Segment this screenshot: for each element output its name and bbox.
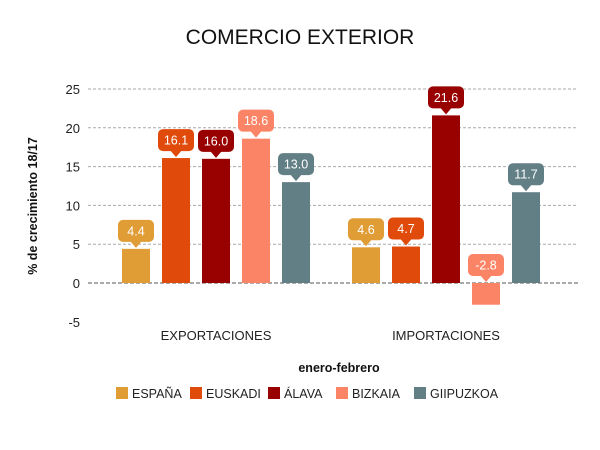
bar bbox=[162, 158, 190, 283]
data-label-pointer bbox=[170, 150, 182, 158]
data-label-bubble bbox=[278, 153, 314, 176]
data-label-text: 18.6 bbox=[244, 114, 268, 128]
data-label-pointer bbox=[290, 174, 302, 182]
legend-swatch bbox=[116, 387, 128, 399]
legend-item: BIZKAIA bbox=[336, 387, 401, 401]
data-label-bubble bbox=[118, 219, 154, 242]
x-category-label: EXPORTACIONES bbox=[161, 328, 272, 343]
y-tick-label: 5 bbox=[73, 237, 80, 252]
legend-swatch bbox=[268, 387, 280, 399]
data-label-bubble bbox=[238, 109, 274, 132]
data-label-text: 4.6 bbox=[357, 223, 374, 237]
legend-item: ESPAÑA bbox=[116, 387, 182, 401]
data-label-text: 11.7 bbox=[514, 168, 537, 182]
bar bbox=[352, 247, 380, 283]
data-label-text: 4.7 bbox=[397, 222, 414, 236]
x-axis-categories: EXPORTACIONES IMPORTACIONES bbox=[161, 328, 501, 343]
data-label-text: 21.6 bbox=[434, 91, 458, 105]
data-label-bubble bbox=[158, 129, 194, 152]
y-axis-label: % de crecimiento 18/17 bbox=[26, 137, 40, 275]
legend-label: ÁLAVA bbox=[284, 386, 323, 401]
data-label: -2.8 bbox=[468, 254, 504, 282]
data-label-pointer bbox=[520, 184, 532, 192]
legend-item: GIIPUZKOA bbox=[414, 387, 499, 401]
bar bbox=[432, 115, 460, 283]
data-label-bubble bbox=[468, 254, 504, 276]
bars bbox=[122, 115, 540, 305]
bar bbox=[282, 182, 310, 283]
data-label: 4.7 bbox=[388, 217, 424, 246]
y-tick-label: 10 bbox=[66, 198, 80, 213]
data-label: 21.6 bbox=[428, 86, 464, 115]
data-label-text: 13.0 bbox=[284, 158, 308, 172]
legend-label: BIZKAIA bbox=[352, 387, 401, 401]
bar bbox=[392, 246, 420, 283]
legend-label: GIIPUZKOA bbox=[430, 387, 499, 401]
chart-title: COMERCIO EXTERIOR bbox=[186, 26, 415, 49]
y-tick-label: 20 bbox=[66, 121, 80, 136]
data-label: 4.6 bbox=[348, 218, 384, 247]
legend-swatch bbox=[190, 387, 202, 399]
gridlines bbox=[88, 88, 578, 284]
data-label-pointer bbox=[250, 130, 262, 138]
data-label: 16.1 bbox=[158, 129, 194, 158]
y-tick-label: 0 bbox=[73, 276, 80, 291]
bar bbox=[472, 283, 500, 305]
y-axis-ticks: 25 20 15 10 5 0 -5 bbox=[66, 82, 80, 330]
data-label-pointer bbox=[440, 107, 452, 115]
data-label-bubble bbox=[348, 218, 384, 241]
data-label-text: 16.0 bbox=[204, 134, 228, 148]
data-label-text: 16.1 bbox=[164, 134, 188, 148]
data-label-bubble bbox=[508, 163, 544, 186]
legend-item: ÁLAVA bbox=[268, 386, 323, 401]
legend-swatch bbox=[414, 387, 426, 399]
legend-label: ESPAÑA bbox=[132, 387, 182, 401]
data-label: 11.7 bbox=[508, 163, 544, 192]
bar bbox=[122, 248, 150, 283]
data-label-bubble bbox=[388, 217, 424, 240]
data-labels: 4.4 16.1 16.0 18.6 13.0 4.6 4.7 21.6 -2.8 11.7 bbox=[118, 86, 544, 282]
legend-label: EUSKADI bbox=[206, 387, 261, 401]
x-axis-label: enero-febrero bbox=[298, 361, 380, 375]
legend-item: EUSKADI bbox=[190, 387, 261, 401]
legend: ESPAÑA EUSKADI ÁLAVA BIZKAIA GIIPUZKOA bbox=[116, 386, 499, 401]
bar bbox=[242, 138, 270, 283]
data-label-text: -2.8 bbox=[475, 259, 497, 273]
x-category-label: IMPORTACIONES bbox=[392, 328, 500, 343]
bar bbox=[512, 192, 540, 283]
data-label-pointer bbox=[210, 150, 222, 158]
legend-swatch bbox=[336, 387, 348, 399]
data-label-pointer bbox=[130, 240, 142, 248]
data-label-pointer bbox=[480, 275, 492, 282]
y-tick-label: 15 bbox=[66, 160, 80, 175]
data-label-pointer bbox=[360, 239, 372, 247]
bar bbox=[202, 158, 230, 283]
data-label: 4.4 bbox=[118, 219, 154, 248]
data-label: 16.0 bbox=[198, 129, 234, 158]
data-label-bubble bbox=[198, 129, 234, 152]
y-tick-label: -5 bbox=[68, 315, 80, 330]
data-label-pointer bbox=[400, 238, 412, 246]
data-label: 18.6 bbox=[238, 109, 274, 138]
data-label: 13.0 bbox=[278, 153, 314, 182]
data-label-bubble bbox=[428, 86, 464, 109]
y-tick-label: 25 bbox=[66, 82, 80, 97]
data-label-text: 4.4 bbox=[127, 224, 144, 238]
